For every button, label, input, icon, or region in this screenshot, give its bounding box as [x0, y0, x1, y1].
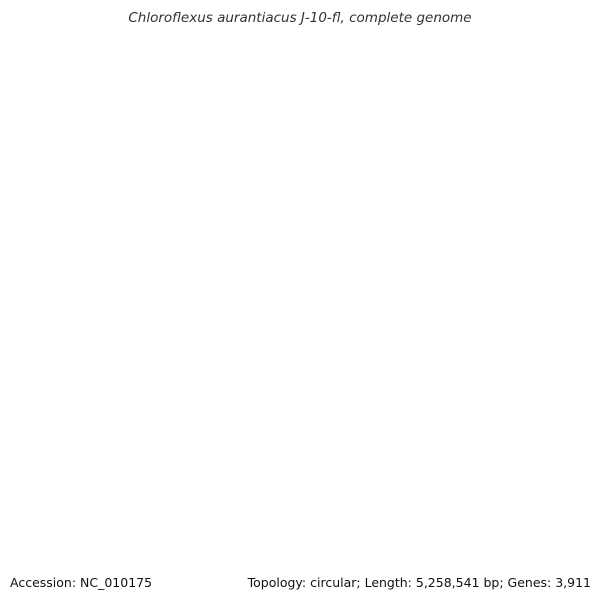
map-title: Chloroflexus aurantiacus J-10-fl, comple… [128, 10, 472, 26]
genome-summary: Topology: circular; Length: 5,258,541 bp… [247, 575, 591, 590]
accession-text: Accession: NC_010175 [10, 575, 153, 590]
